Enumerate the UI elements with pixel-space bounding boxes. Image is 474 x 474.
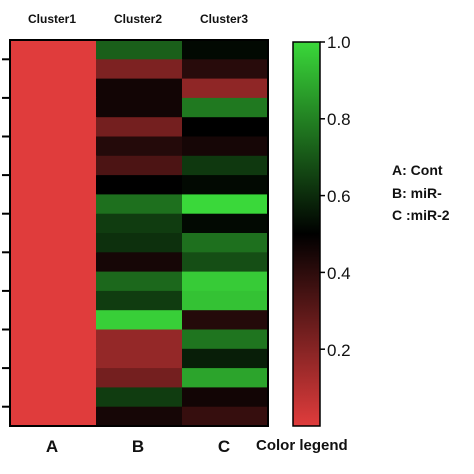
heatmap-cell-r17-c0: [10, 368, 97, 388]
heatmap-cell-r8-c0: [10, 194, 97, 215]
heatmap-cell-r1-c0: [10, 59, 97, 80]
heatmap-cell-r5-c1: [96, 136, 183, 157]
heatmap-cell-r0-c2: [182, 40, 269, 60]
heatmap-cell-r14-c2: [182, 310, 269, 331]
heatmap-cells: [10, 40, 269, 427]
heatmap-cell-r4-c2: [182, 117, 269, 138]
heatmap-cell-r13-c0: [10, 290, 97, 311]
x-tick-label-b: B: [131, 437, 145, 456]
heatmap-cell-r4-c0: [10, 117, 97, 138]
heatmap-cell-r2-c2: [182, 78, 269, 99]
annotation-c: C :miR-2: [392, 207, 450, 223]
colorbar-tick-label: 1.0: [327, 33, 351, 52]
heatmap-cell-r14-c0: [10, 310, 97, 331]
heatmap-cell-r16-c1: [96, 348, 183, 369]
heatmap-cell-r19-c1: [96, 406, 183, 427]
heatmap-cell-r6-c0: [10, 155, 97, 176]
heatmap-cell-r8-c2: [182, 194, 269, 215]
heatmap-cell-r3-c1: [96, 97, 183, 118]
heatmap-cell-r17-c2: [182, 368, 269, 388]
heatmap-cell-r11-c2: [182, 252, 269, 273]
annotation-b: B: miR-: [392, 185, 442, 201]
heatmap-cell-r9-c1: [96, 213, 183, 234]
colorbar-tick-label: 0.8: [327, 110, 351, 129]
colorbar-tick-label: 0.6: [327, 187, 351, 206]
heatmap-cell-r11-c1: [96, 252, 183, 273]
heatmap-cell-r10-c0: [10, 233, 97, 253]
heatmap-cell-r18-c1: [96, 387, 183, 408]
heatmap-cell-r2-c1: [96, 78, 183, 99]
heatmap-cell-r16-c0: [10, 348, 97, 369]
heatmap-cell-r10-c2: [182, 233, 269, 253]
heatmap-cell-r3-c2: [182, 97, 269, 118]
row-ticks: [2, 58, 10, 408]
heatmap-cell-r4-c1: [96, 117, 183, 138]
heatmap-cell-r15-c2: [182, 329, 269, 350]
heatmap-cell-r1-c2: [182, 59, 269, 80]
heatmap-cell-r5-c0: [10, 136, 97, 157]
heatmap-cell-r12-c2: [182, 271, 269, 292]
heatmap-cell-r12-c1: [96, 271, 183, 292]
heatmap-cell-r8-c1: [96, 194, 183, 215]
heatmap-cell-r7-c2: [182, 175, 269, 195]
colorbar-ticks: [320, 41, 325, 350]
heatmap-cell-r1-c1: [96, 59, 183, 80]
heatmap-cell-r13-c2: [182, 290, 269, 311]
heatmap-cell-r18-c0: [10, 387, 97, 408]
heatmap-cell-r15-c1: [96, 329, 183, 350]
heatmap-cell-r6-c1: [96, 155, 183, 176]
heatmap-frame: [9, 39, 269, 427]
heatmap-cell-r17-c1: [96, 368, 183, 388]
heatmap-cell-r16-c2: [182, 348, 269, 369]
column-label-cluster1: Cluster1: [27, 12, 77, 26]
x-tick-label-c: C: [217, 437, 231, 456]
heatmap-cell-r9-c2: [182, 213, 269, 234]
heatmap-cell-r6-c2: [182, 155, 269, 176]
heatmap-cell-r0-c1: [96, 40, 183, 60]
heatmap-cell-r5-c2: [182, 136, 269, 157]
heatmap-cell-r19-c2: [182, 406, 269, 427]
heatmap-cell-r13-c1: [96, 290, 183, 311]
heatmap-cell-r2-c0: [10, 78, 97, 99]
heatmap-cell-r11-c0: [10, 252, 97, 273]
heatmap-cell-r19-c0: [10, 406, 97, 427]
heatmap-cell-r15-c0: [10, 329, 97, 350]
heatmap-cell-r7-c0: [10, 175, 97, 195]
colorbar-title: Color legend: [256, 437, 348, 454]
column-label-cluster2: Cluster2: [113, 12, 163, 26]
annotation-a: A: Cont: [392, 162, 443, 178]
heatmap-cell-r12-c0: [10, 271, 97, 292]
colorbar-tick-label: 0.4: [327, 264, 351, 283]
heatmap-cell-r3-c0: [10, 97, 97, 118]
heatmap-cell-r9-c0: [10, 213, 97, 234]
heatmap-cell-r18-c2: [182, 387, 269, 408]
heatmap-cell-r14-c1: [96, 310, 183, 331]
x-tick-label-a: A: [45, 437, 59, 456]
colorbar-tick-label: 0.2: [327, 341, 351, 360]
column-label-cluster3: Cluster3: [199, 12, 249, 26]
heatmap-cell-r10-c1: [96, 233, 183, 253]
heatmap-cell-r7-c1: [96, 175, 183, 195]
heatmap-cell-r0-c0: [10, 40, 97, 60]
colorbar: [292, 41, 321, 427]
